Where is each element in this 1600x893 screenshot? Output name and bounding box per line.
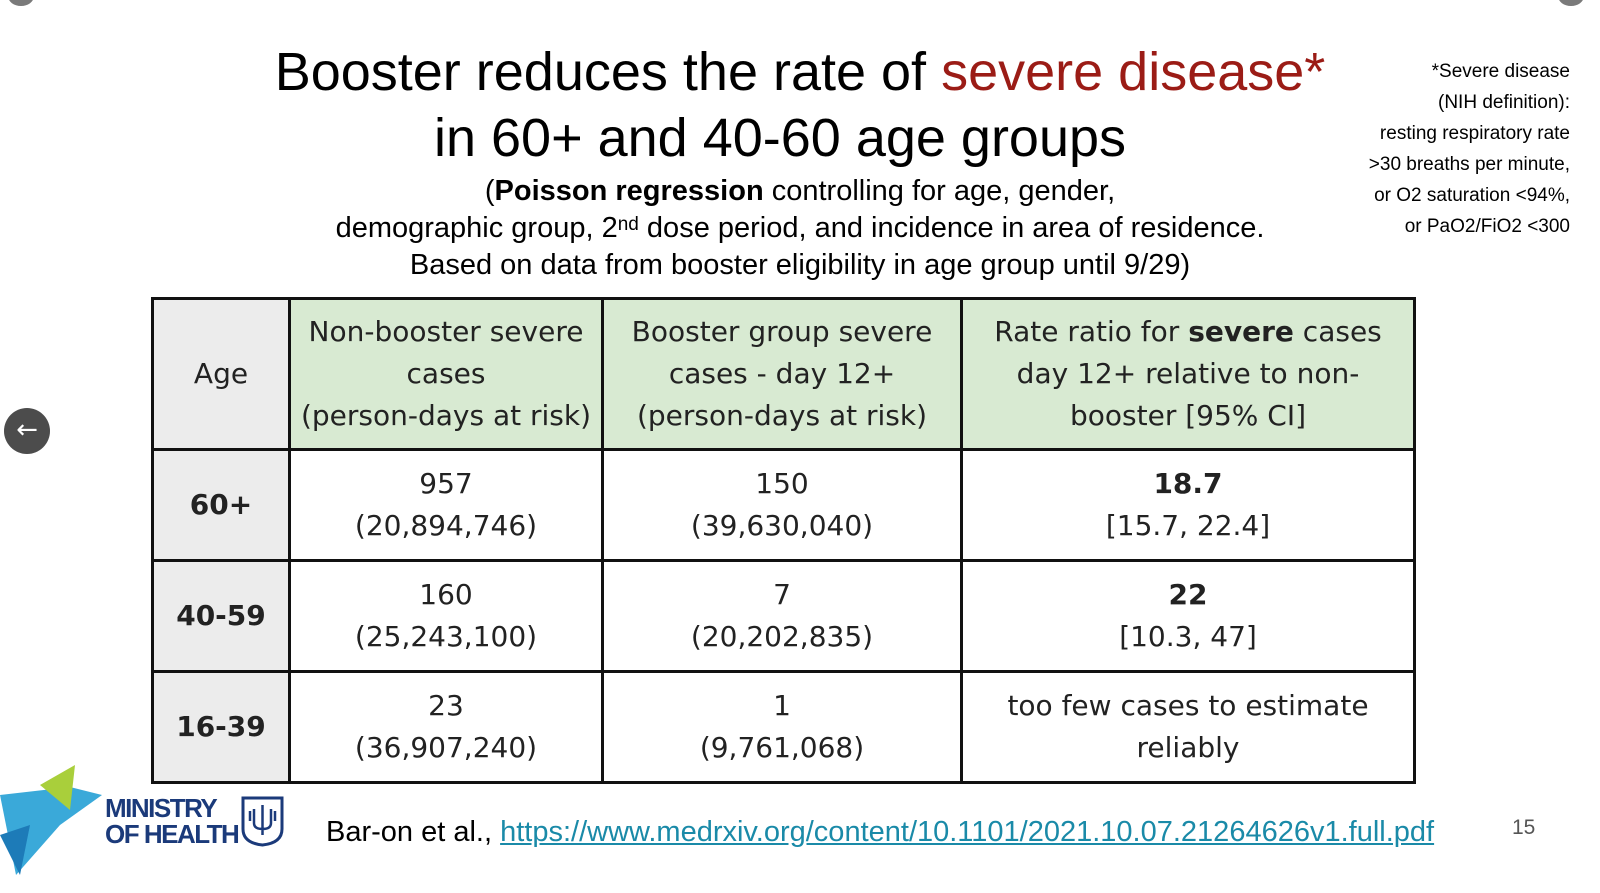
header-text: Non-booster severe — [308, 315, 584, 348]
footnote-line: (NIH definition): — [1438, 92, 1570, 113]
table-row: 40-59 160 (25,243,100) 7 (20,202,835) 22 [1… — [151, 559, 1416, 673]
footnote-line: >30 breaths per minute, — [1368, 154, 1570, 175]
person-days-value: (20,894,746) — [354, 509, 538, 542]
person-days-value: (39,630,040) — [690, 509, 874, 542]
subtitle-superscript: nd — [617, 214, 639, 235]
cases-value: 160 — [419, 578, 473, 611]
header-text: (person-days at risk) — [636, 399, 928, 432]
slide-nav-corner-right — [1558, 0, 1584, 6]
footnote-line: or O2 saturation <94%, — [1374, 185, 1570, 206]
nonbooster-cell: 23 (36,907,240) — [288, 670, 604, 784]
subtitle-paren: ( — [484, 175, 495, 207]
citation-link[interactable]: https://www.medrxiv.org/content/10.1101/… — [500, 816, 1435, 848]
person-days-value: (9,761,068) — [699, 731, 865, 764]
header-text: Booster group severe — [631, 315, 933, 348]
footnote-line: resting respiratory rate — [1379, 123, 1570, 144]
logo-text-line1: MINISTRY — [105, 793, 218, 823]
subtitle-line2: demographic group, 2nd dose period, and … — [200, 210, 1400, 247]
ratio-note: too few cases to estimate — [1007, 689, 1369, 722]
citation: Bar-on et al., https://www.medrxiv.org/c… — [326, 814, 1434, 850]
cases-value: 150 — [755, 467, 809, 500]
ratio-cell: 22 [10.3, 47] — [960, 559, 1416, 673]
header-nonbooster: Non-booster severe cases (person-days at… — [288, 297, 604, 451]
header-age: Age — [151, 297, 291, 451]
age-cell: 16-39 — [151, 670, 291, 784]
ministry-of-health-logo — [0, 765, 102, 875]
subtitle-method: Poisson regression — [494, 175, 764, 207]
header-text: cases - day 12+ — [668, 357, 896, 390]
subtitle-line2-rest: dose period, and incidence in area of re… — [638, 212, 1265, 244]
logo-text-line2: OF HEALTH — [105, 819, 240, 849]
nonbooster-cell: 160 (25,243,100) — [288, 559, 604, 673]
citation-prefix: Bar-on et al., — [326, 816, 501, 848]
ratio-value: 22 — [1168, 578, 1208, 611]
severe-disease-footnote: *Severe disease (NIH definition): restin… — [1250, 56, 1570, 242]
header-text: cases — [406, 357, 486, 390]
person-days-value: (25,243,100) — [354, 620, 538, 653]
header-text: booster [95% CI] — [1069, 399, 1307, 432]
booster-cell: 7 (20,202,835) — [601, 559, 963, 673]
ratio-cell: 18.7 [15.7, 22.4] — [960, 448, 1416, 562]
person-days-value: (20,202,835) — [690, 620, 874, 653]
logo-text: MINISTRY OF HEALTH — [105, 793, 240, 849]
logo-green-shape — [40, 765, 75, 810]
subtitle-line1: (Poisson regression controlling for age,… — [200, 173, 1400, 210]
subtitle-line3: Based on data from booster eligibility i… — [409, 249, 1191, 281]
header-text: Rate ratio for — [994, 315, 1189, 348]
header-booster: Booster group severe cases - day 12+ (pe… — [601, 297, 963, 451]
age-cell: 40-59 — [151, 559, 291, 673]
page-number: 15 — [1512, 816, 1536, 839]
header-text: day 12+ relative to non- — [1016, 357, 1360, 390]
slide-title-line2: in 60+ and 40-60 age groups — [433, 108, 1127, 168]
back-arrow-button[interactable]: ← — [4, 408, 50, 454]
ratio-value: 18.7 — [1153, 467, 1223, 500]
subtitle-line2-prefix: demographic group, 2 — [335, 212, 618, 244]
logo-blue-shape — [0, 787, 102, 875]
footnote-line: *Severe disease — [1431, 61, 1570, 82]
cases-value: 23 — [428, 689, 464, 722]
title-highlight: severe disease* — [941, 42, 1326, 102]
cases-value: 1 — [773, 689, 791, 722]
ci-value: [10.3, 47] — [1119, 620, 1257, 653]
footnote-line: or PaO2/FiO2 <300 — [1404, 216, 1570, 237]
results-table: Age Non-booster severe cases (person-day… — [151, 297, 1416, 784]
ratio-cell: too few cases to estimate reliably — [960, 670, 1416, 784]
header-text: (person-days at risk) — [300, 399, 592, 432]
slide-title-line1: Booster reduces the rate of severe disea… — [200, 40, 1400, 104]
nonbooster-cell: 957 (20,894,746) — [288, 448, 604, 562]
title-prefix: Booster reduces the rate of — [274, 42, 942, 102]
cases-value: 957 — [419, 467, 473, 500]
table-row: 16-39 23 (36,907,240) 1 (9,761,068) too fe… — [151, 670, 1416, 784]
logo-dark-shape — [0, 825, 30, 875]
state-emblem-icon — [241, 796, 284, 847]
table-header-row: Age Non-booster severe cases (person-day… — [151, 297, 1416, 451]
header-rate-ratio: Rate ratio for severe cases day 12+ rela… — [960, 297, 1416, 451]
age-cell: 60+ — [151, 448, 291, 562]
ratio-note: reliably — [1136, 731, 1240, 764]
arrow-left-icon: ← — [16, 415, 38, 445]
slide-nav-corner-left — [8, 0, 34, 6]
ci-value: [15.7, 22.4] — [1105, 509, 1271, 542]
table-row: 60+ 957 (20,894,746) 150 (39,630,040) 18.7… — [151, 448, 1416, 562]
header-text: cases — [1293, 315, 1382, 348]
person-days-value: (36,907,240) — [354, 731, 538, 764]
cases-value: 7 — [773, 578, 791, 611]
subtitle-line1-rest: controlling for age, gender, — [763, 175, 1116, 207]
booster-cell: 1 (9,761,068) — [601, 670, 963, 784]
header-text-bold: severe — [1188, 315, 1294, 348]
booster-cell: 150 (39,630,040) — [601, 448, 963, 562]
